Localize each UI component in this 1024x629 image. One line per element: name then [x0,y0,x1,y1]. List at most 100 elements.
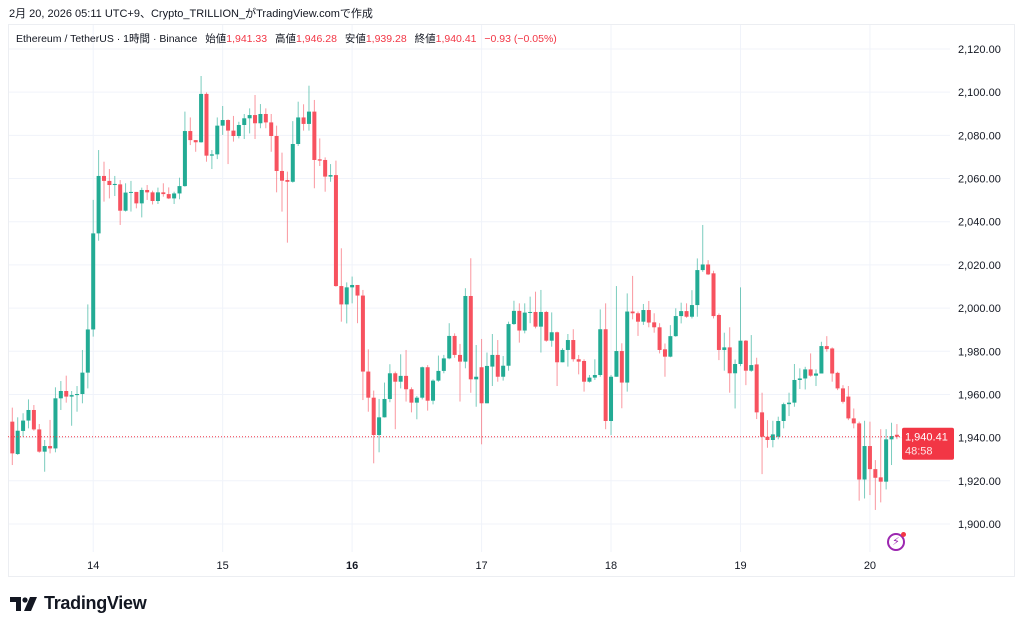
candle-body [371,397,376,436]
candle [53,387,58,453]
price-tick-label: 2,040.00 [958,217,1001,229]
candle [242,113,247,140]
candle [382,382,387,418]
notification-dot [901,532,906,537]
candle [253,94,258,140]
candle [118,180,123,225]
candle [360,289,365,401]
candle-body [598,329,603,376]
candle-body [199,93,204,143]
candle [803,366,808,390]
candle-body [69,395,74,397]
candle [80,349,85,404]
candle-body [501,365,506,377]
candle-body [495,354,500,377]
candle [873,460,878,510]
candle-body [749,365,754,371]
high-value: 1,946.28 [296,33,337,45]
candle [150,190,155,205]
candle [587,375,592,383]
open-label: 始値 [205,33,227,45]
candle-body [155,192,160,201]
candle-body [878,477,883,482]
candle-body [21,420,26,431]
candle-body [306,111,311,124]
candle [285,171,290,243]
candle-body [258,113,263,124]
candle-body [668,336,673,357]
candle-body [404,375,409,390]
candle-body [862,446,867,480]
candle [269,113,274,152]
candle-body [80,372,85,395]
candle [85,304,90,389]
candle [107,169,112,199]
low-value: 1,939.28 [365,33,407,45]
last-price-tag-background [902,427,954,460]
time-tick-label: 18 [605,560,617,572]
candle-body [10,421,15,454]
candle-body [630,311,635,314]
candle [112,175,117,197]
candle [323,157,328,192]
chart-frame [8,24,1015,577]
candle-body [193,140,198,143]
candle-body [166,194,171,199]
candle [727,327,732,393]
time-tick-label: 16 [346,560,358,572]
candle [188,117,193,146]
candle-body [787,402,792,405]
candle [668,325,673,358]
candle [765,420,770,448]
tradingview-logo[interactable]: TradingView [10,593,147,614]
candle-body [576,359,581,362]
candle [296,101,301,146]
candle [555,331,560,387]
candle-body [296,117,301,144]
candle [414,395,419,420]
price-tick-label: 2,080.00 [958,130,1001,142]
candle-body [458,354,463,362]
price-tick-label: 2,100.00 [958,87,1001,99]
candle-body [290,143,295,182]
grid-lines [9,25,950,552]
candle-body [479,367,484,404]
candle [781,402,786,429]
candle-body [867,446,872,470]
candle [155,187,160,205]
candle [15,417,20,455]
candle [204,92,209,162]
candle-body [814,373,819,376]
candle-body [522,312,527,331]
candle [673,308,678,337]
candle-body [382,398,387,418]
candle [431,379,436,405]
candle-body [560,349,565,363]
candle [490,333,495,387]
candle [625,293,630,392]
tradingview-logo-icon [10,596,37,611]
candle [31,405,36,431]
candle [468,258,473,393]
candle [749,335,754,372]
candle [177,177,182,200]
candle-body [603,329,608,421]
candle [814,369,819,387]
close-value: 1,940.41 [435,33,477,45]
lightning-icon[interactable]: ⚡ [887,532,906,551]
candle-body [150,192,155,201]
candle-body [711,273,716,317]
candle-body [177,186,182,194]
candle-body [538,311,543,327]
candle-body [226,120,231,131]
candle-body [776,420,781,437]
symbol-title[interactable]: Ethereum / TetherUS · 1時間 · Binance [16,33,198,45]
logo-text: TradingView [44,593,147,613]
candle [37,424,42,453]
candle-body [85,329,90,373]
candle-body [393,373,398,382]
candle [387,364,392,403]
candle-body [274,136,279,171]
candle [862,420,867,499]
